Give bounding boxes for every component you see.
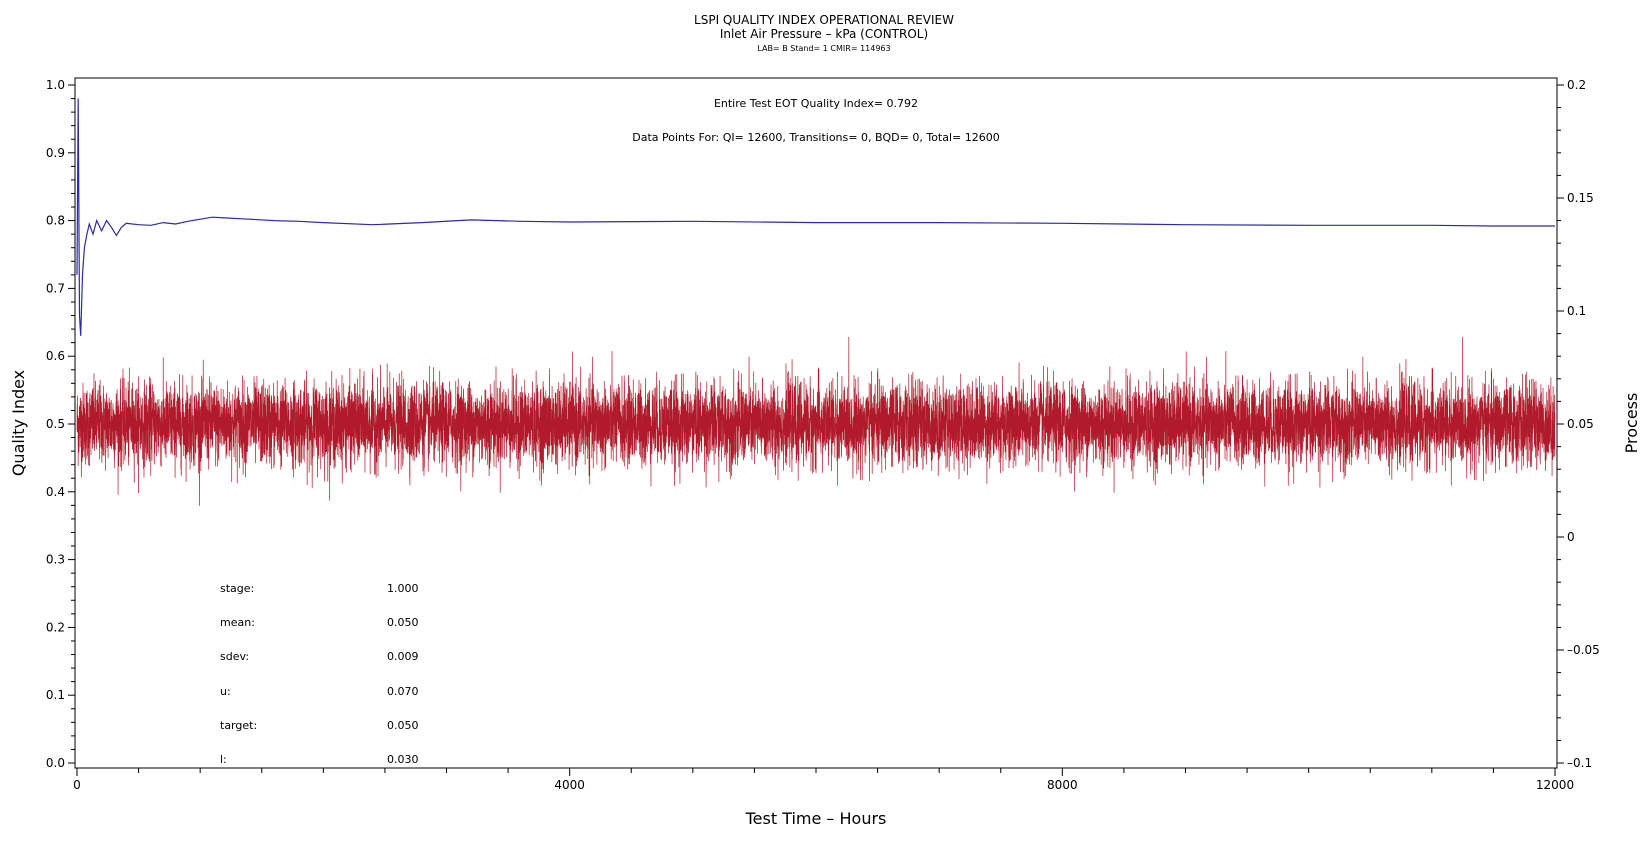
y-axis-label-right: Process xyxy=(1622,393,1641,454)
y-right-tick-label: 0.05 xyxy=(1567,417,1594,431)
x-tick-label: 8000 xyxy=(1047,778,1078,792)
y-right-tick-label: 0.15 xyxy=(1567,191,1594,205)
x-tick-label: 0 xyxy=(73,778,81,792)
y-left-tick-label: 0.7 xyxy=(46,281,65,295)
y-left-tick-label: 0.0 xyxy=(46,756,65,770)
y-right-tick-label: –0.1 xyxy=(1567,756,1592,770)
x-tick-label: 12000 xyxy=(1536,778,1574,792)
y-right-tick-label: 0 xyxy=(1567,530,1575,544)
stat-label-l: l: xyxy=(220,753,227,766)
y-right-tick-label: –0.05 xyxy=(1567,643,1600,657)
eot-quality-index-annotation: Entire Test EOT Quality Index= 0.792 xyxy=(714,97,918,110)
y-left-tick-label: 0.3 xyxy=(46,553,65,567)
stats-block: stage: 1.000 mean: 0.050 sdev: 0.009 u: … xyxy=(220,582,419,766)
chart-subtitle-2: LAB= B Stand= 1 CMIR= 114963 xyxy=(757,44,890,53)
y-left-tick-label: 0.6 xyxy=(46,349,65,363)
y-left-tick-label: 0.4 xyxy=(46,485,65,499)
process-line xyxy=(76,336,1556,506)
x-axis-label: Test Time – Hours xyxy=(745,809,887,828)
stat-value-target: 0.050 xyxy=(387,719,419,732)
stat-label-mean: mean: xyxy=(220,616,255,629)
stat-label-target: target: xyxy=(220,719,257,732)
y-right-tick-label: 0.1 xyxy=(1567,304,1586,318)
stat-value-u: 0.070 xyxy=(387,685,419,698)
y-left-tick-label: 0.9 xyxy=(46,146,65,160)
x-tick-label: 4000 xyxy=(554,778,585,792)
data-points-annotation: Data Points For: QI= 12600, Transitions=… xyxy=(632,131,1000,144)
stat-label-sdev: sdev: xyxy=(220,650,249,663)
stat-label-u: u: xyxy=(220,685,231,698)
y-left-tick-label: 0.2 xyxy=(46,620,65,634)
chart-subtitle: Inlet Air Pressure – kPa (CONTROL) xyxy=(720,27,928,41)
stat-value-l: 0.030 xyxy=(387,753,419,766)
y-left-tick-label: 0.8 xyxy=(46,214,65,228)
stat-label-stage: stage: xyxy=(220,582,254,595)
y-axis-label-left: Quality Index xyxy=(9,370,28,476)
quality-index-line xyxy=(76,98,1555,336)
process-series xyxy=(76,336,1556,506)
axis-ticks: 0 4000 8000 12000 0.0 0.1 0.2 0.3 0.4 0.5 0.6 0.7 0.… xyxy=(46,78,1600,792)
stat-value-stage: 1.000 xyxy=(387,582,419,595)
chart-title: LSPI QUALITY INDEX OPERATIONAL REVIEW xyxy=(694,13,954,27)
y-left-tick-label: 0.1 xyxy=(46,688,65,702)
y-right-tick-label: 0.2 xyxy=(1567,78,1586,92)
y-left-tick-label: 0.5 xyxy=(46,417,65,431)
stat-value-sdev: 0.009 xyxy=(387,650,419,663)
y-left-tick-label: 1.0 xyxy=(46,78,65,92)
stat-value-mean: 0.050 xyxy=(387,616,419,629)
